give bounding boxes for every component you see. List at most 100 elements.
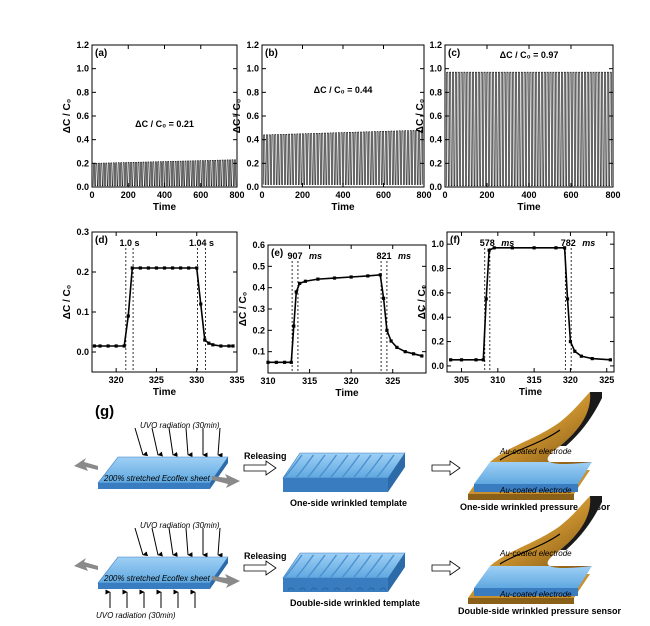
data-point bbox=[289, 360, 293, 364]
wrinkle-ridge-bottom bbox=[368, 587, 375, 591]
chart-panels: 0 200 400 600 8000.00.20.40.60.81.01.2TimeΔC… bbox=[62, 40, 621, 399]
data-point bbox=[227, 344, 231, 348]
sheet-label-1: 200% stretched Ecoflex sheet bbox=[103, 474, 211, 483]
y-tick-label: 0.8 bbox=[76, 87, 89, 97]
x-axis-label: Time bbox=[153, 387, 177, 398]
wrinkle-ridge-bottom bbox=[287, 587, 295, 591]
y-tick-label: 0.2 bbox=[431, 337, 444, 347]
data-point bbox=[366, 274, 370, 278]
data-point bbox=[573, 349, 577, 353]
peak-annotation: ΔC / C₀ = 0.97 bbox=[500, 50, 559, 60]
data-point bbox=[187, 266, 191, 270]
x-tick-label: 200 bbox=[295, 190, 310, 200]
pressure-sensor-double-side bbox=[468, 496, 602, 604]
wrinkle-ridge bbox=[376, 554, 395, 578]
data-point bbox=[294, 290, 298, 294]
y-tick-label: 0.0 bbox=[429, 182, 442, 192]
data-point bbox=[98, 344, 102, 348]
data-point bbox=[303, 279, 308, 283]
x-axis-label: Time bbox=[517, 202, 541, 213]
schematic-row-one-side: UVO radiation (30min) 200% stretched Eco… bbox=[74, 392, 611, 512]
panel-a: 0 200 400 600 800 0.0 0.2 0.4 0.6 0.8 1.0 1.2 Time ΔC… bbox=[62, 40, 245, 213]
y-tick-label: 0.8 bbox=[429, 87, 442, 97]
data-point bbox=[203, 338, 207, 342]
ecoflex-sheet-edge-1 bbox=[98, 483, 210, 489]
series-line bbox=[92, 159, 237, 187]
data-point bbox=[389, 339, 393, 343]
data-point bbox=[162, 266, 167, 270]
electrode-label-top-1: Au-coated electrode bbox=[499, 447, 572, 456]
panel-label: (f) bbox=[450, 235, 460, 246]
electrode-label-bottom-1: Au-coated electrode bbox=[499, 486, 572, 495]
y-tick-label: 0.8 bbox=[431, 264, 444, 274]
y-tick-label: 0.6 bbox=[252, 240, 265, 250]
wrinkle-ridge bbox=[376, 454, 395, 478]
data-point bbox=[283, 360, 287, 364]
data-point bbox=[114, 344, 118, 348]
panel-f: 305 310 315 320 325 0.0 0.2 0.4 0.6 0.8 1.0 Time ΔC … bbox=[417, 231, 615, 398]
y-tick-label: 0.2 bbox=[252, 325, 265, 335]
uvo-arrows-top-1 bbox=[134, 427, 223, 458]
data-point bbox=[130, 266, 134, 270]
plot-frame bbox=[91, 231, 238, 373]
series-line bbox=[445, 71, 613, 187]
data-point bbox=[579, 354, 583, 358]
panel-b: 0 200 400 600 8000.00.20.40.60.81.01.2TimeΔC… bbox=[232, 40, 432, 213]
x-axis-label: Time bbox=[153, 202, 177, 213]
process-arrow-1 bbox=[431, 460, 461, 476]
wrinkle-ridge bbox=[341, 454, 361, 478]
data-point bbox=[106, 344, 110, 348]
peak-annotation: ΔC / C₀ = 0.21 bbox=[135, 119, 194, 129]
x-tick-label: 310 bbox=[490, 375, 505, 385]
recovery-time-label: 782 bbox=[561, 238, 576, 248]
wrinkle-ridge-bottom bbox=[310, 587, 318, 591]
data-point bbox=[92, 344, 97, 348]
data-point bbox=[487, 248, 491, 252]
schematic-row-double-side: UVO radiation (30min) 200% stretched Eco… bbox=[74, 496, 622, 620]
data-point bbox=[292, 324, 296, 328]
y-tick-label: 1.2 bbox=[76, 40, 89, 50]
wrinkle-ridge bbox=[295, 454, 315, 478]
sensor-caption-2: Double-side wrinkled pressure sensor bbox=[458, 606, 622, 616]
y-axis-label: ΔC / C₀ bbox=[62, 99, 73, 133]
data-point bbox=[126, 314, 130, 318]
data-point bbox=[207, 341, 211, 345]
y-tick-label: 1.0 bbox=[431, 239, 444, 249]
x-tick-label: 325 bbox=[385, 376, 400, 386]
data-point bbox=[122, 344, 126, 348]
panel-label: (c) bbox=[448, 48, 460, 59]
x-tick-label: 320 bbox=[563, 375, 578, 385]
panel-label: (a) bbox=[95, 48, 107, 59]
y-axis-label: ΔC / C₀ bbox=[232, 99, 243, 133]
y-axis-label: ΔC / C₀ bbox=[62, 285, 73, 319]
wrinkled-template-2 bbox=[282, 552, 406, 592]
x-tick-label: 320 bbox=[109, 375, 124, 385]
y-tick-label: 0.6 bbox=[431, 288, 444, 298]
y-tick-label: 1.0 bbox=[246, 64, 259, 74]
x-axis-label: Time bbox=[519, 387, 543, 398]
data-point bbox=[484, 297, 488, 301]
wrinkle-ridge bbox=[353, 554, 372, 578]
data-point bbox=[219, 344, 223, 348]
panel-label: (e) bbox=[271, 248, 283, 259]
response-time-label: 1.0 s bbox=[119, 238, 139, 248]
data-point bbox=[298, 281, 302, 285]
wrinkled-template-1 bbox=[282, 452, 406, 492]
x-tick-label: 0 bbox=[259, 190, 264, 200]
data-point bbox=[403, 350, 407, 354]
wrinkle-ridge-bottom bbox=[379, 587, 387, 591]
template-caption-1: One-side wrinkled template bbox=[290, 498, 407, 508]
wrinkle-ridge bbox=[364, 454, 384, 478]
y-tick-label: 0.5 bbox=[252, 261, 265, 271]
data-point bbox=[316, 277, 320, 281]
x-tick-label: 0 bbox=[89, 190, 94, 200]
wrinkle-ridge bbox=[330, 554, 349, 578]
stretch-arrow-left-2 bbox=[74, 558, 98, 571]
template-caption-2: Double-side wrinkled template bbox=[290, 598, 420, 608]
data-point bbox=[179, 266, 183, 270]
y-tick-label: 0.0 bbox=[246, 182, 259, 192]
data-point bbox=[381, 296, 386, 300]
y-tick-label: 0.0 bbox=[431, 361, 444, 371]
response-unit-label: ms bbox=[309, 251, 322, 261]
data-point bbox=[395, 345, 399, 349]
